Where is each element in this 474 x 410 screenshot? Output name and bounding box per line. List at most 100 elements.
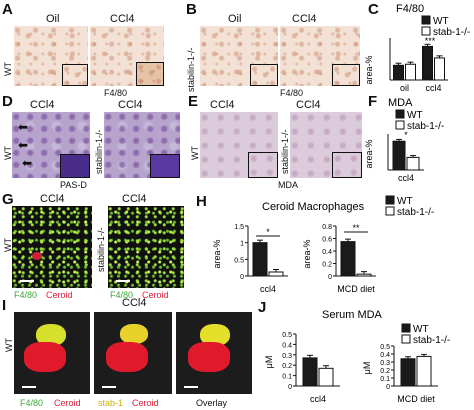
significance-marker-left: * (266, 227, 270, 237)
bar-ko (434, 57, 445, 81)
bar-ko (405, 63, 416, 81)
panel-e-row-label-ko: stabilin-1-/- (280, 129, 290, 174)
bar-wt (400, 358, 416, 387)
panel-d-row-label-ko: stabilin-1-/- (94, 129, 104, 174)
panel-a-ccl4-inset (136, 62, 164, 86)
panel-i-micrograph-1 (14, 312, 90, 394)
bar-wt (393, 64, 404, 81)
ceroid-cluster (188, 342, 230, 372)
y-tick-label: 0.2 (282, 363, 292, 370)
scale-bar (102, 386, 116, 388)
panel-g-wt-stain-red: Ceroid (46, 290, 73, 300)
panel-i-micrograph-2 (94, 312, 172, 394)
legend-label-wt: WT (407, 110, 423, 121)
panel-letter-d: D (2, 93, 13, 110)
panel-h-xlabel-right: MCD diet (337, 284, 375, 294)
panel-h-title: Ceroid Macrophages (262, 201, 365, 213)
panel-letter-a: A (2, 1, 13, 18)
y-tick-label: 0.8 (322, 224, 332, 231)
panel-e-wt-inset (248, 152, 278, 178)
x-tick-label: ccl4 (398, 173, 414, 183)
panel-letter-i: I (2, 297, 7, 314)
panel-d-col1-label: CCl4 (30, 99, 55, 111)
panel-e-wt-micrograph (200, 112, 278, 178)
panel-g-row-label-ko: stabilin-1-/- (96, 227, 106, 272)
y-tick-label: 0.5 (380, 344, 390, 351)
panel-a-col1-label: Oil (46, 13, 60, 25)
panel-letter-c: C (368, 1, 379, 18)
bar-wt (252, 242, 268, 277)
y-tick-label: 0.5 (282, 332, 292, 339)
panel-a-col2-label: CCl4 (110, 13, 135, 25)
y-tick-label: 0.3 (282, 353, 292, 360)
y-tick-label: 0 (386, 384, 390, 391)
bar-wt (302, 357, 318, 387)
bar-ko (406, 156, 420, 171)
significance-marker-right: ** (352, 223, 360, 233)
panel-letter-f: F (368, 93, 378, 110)
legend-label-ko: stab-1-/- (413, 335, 450, 346)
panel-letter-h: H (196, 193, 207, 210)
y-tick-label: 0 (240, 274, 244, 281)
panel-d-caption: PAS-D (60, 180, 87, 190)
arrow-icon: ⬅ (22, 156, 33, 170)
macrophage-cluster (200, 324, 230, 346)
arrow-icon: ⬅ (18, 120, 29, 134)
panel-g-ko-stain-red: Ceroid (142, 290, 169, 300)
panel-e-col1-label: CCl4 (210, 99, 235, 111)
legend-swatch-ko (385, 206, 395, 216)
panel-f-title: MDA (388, 97, 413, 109)
panel-a-row-label: WT (3, 62, 13, 76)
macrophage-cluster (36, 324, 66, 346)
panel-b-oil-micrograph (200, 26, 278, 86)
ceroid-cluster (106, 342, 148, 372)
y-tick-label: 0 (328, 274, 332, 281)
panel-j-xlabel-right: MCD diet (397, 394, 435, 404)
panel-h-xlabel-left: ccl4 (260, 284, 276, 294)
legend-swatch-wt (421, 15, 431, 25)
panel-b-caption: F4/80 (280, 88, 304, 98)
panel-f-ylabel: area-% (364, 139, 374, 168)
scale-bar (184, 386, 198, 388)
y-tick-label: 1.5 (234, 224, 244, 231)
panel-g-col1-label: CCl4 (40, 193, 65, 205)
bar-ko (268, 271, 284, 277)
panel-i-stain2-yellow: stab-1 (98, 398, 124, 408)
panel-letter-b: B (186, 1, 197, 18)
y-tick-label: 0.4 (322, 249, 332, 256)
y-tick-label: 1 (240, 241, 244, 248)
legend-label-wt: WT (413, 324, 429, 335)
scale-bar (20, 280, 34, 282)
panel-b-col1-label: Oil (228, 13, 242, 25)
legend-swatch-ko (421, 26, 431, 36)
panel-j-ylabel-left: μM (264, 356, 274, 369)
legend-label-ko: stab-1-/- (407, 121, 444, 132)
panel-d-wt-micrograph: ⬅ ⬅ ⬅ (12, 112, 90, 178)
legend-swatch-wt (401, 323, 411, 333)
panel-d-ko-micrograph (104, 112, 180, 178)
panel-g-col2-label: CCl4 (122, 193, 147, 205)
panel-g-ko-micrograph (108, 206, 184, 288)
arrow-icon: ⬅ (18, 138, 29, 152)
bar-wt (340, 241, 356, 277)
scale-bar (22, 386, 36, 388)
panel-d-col2-label: CCl4 (118, 99, 143, 111)
scale-bar (116, 280, 130, 282)
panel-h-ylabel-left: area-% (212, 239, 222, 268)
panel-b-oil-inset (250, 64, 278, 86)
panel-e-col2-label: CCl4 (296, 99, 321, 111)
panel-b-col2-label: CCl4 (292, 13, 317, 25)
x-tick-label: oil (400, 83, 409, 93)
panel-a-oil-inset (62, 64, 88, 86)
panel-g-wt-micrograph (12, 206, 92, 288)
y-tick-label: 0.1 (380, 376, 390, 383)
y-tick-label: 0.5 (234, 257, 244, 264)
bar-wt (422, 45, 433, 81)
panel-j-ylabel-right: μM (362, 362, 372, 375)
legend-label-wt: WT (433, 16, 449, 27)
y-tick-label: 0.4 (380, 352, 390, 359)
panel-c-title: F4/80 (396, 3, 424, 15)
panel-g-wt-stain-green: F4/80 (14, 290, 38, 300)
